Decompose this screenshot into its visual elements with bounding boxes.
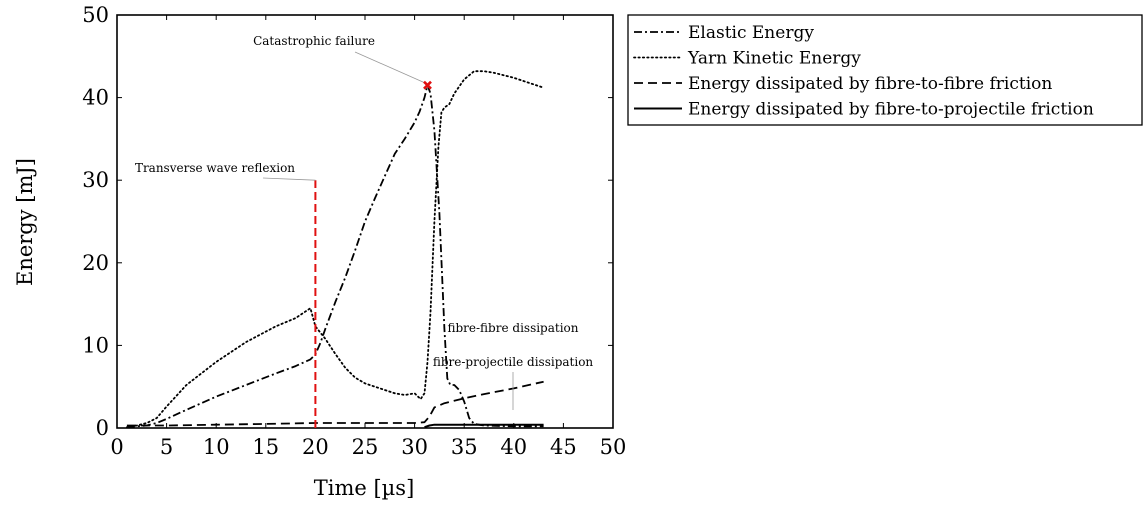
- annotation-2: fibre-fibre dissipation: [447, 321, 578, 335]
- annotation-1: Transverse wave reflexion: [135, 161, 295, 175]
- series-line-0: [126, 84, 544, 429]
- y-tick-label-4: 40: [82, 86, 109, 110]
- x-tick-label-4: 20: [302, 435, 329, 459]
- x-tick-label-6: 30: [401, 435, 428, 459]
- x-tick-label-8: 40: [500, 435, 527, 459]
- y-tick-label-1: 10: [82, 333, 109, 357]
- failure-marker: [423, 80, 432, 90]
- y-tick-label-3: 30: [82, 168, 109, 192]
- plot-area: 0 5 10 15 20 25 30 35 40 45 50 0 10 20 30 40 50 Catastrop…: [82, 3, 626, 459]
- legend-label-2: Energy dissipated by fibre-to-fibre fric…: [688, 74, 1052, 94]
- x-tick-label-10: 50: [600, 435, 627, 459]
- x-axis-label: Time [µs]: [314, 476, 415, 500]
- legend-label-3: Energy dissipated by fibre-to-projectile…: [688, 100, 1094, 120]
- legend-label-1: Yarn Kinetic Energy: [687, 49, 861, 69]
- x-tick-label-0: 0: [110, 435, 123, 459]
- legend: Elastic Energy Yarn Kinetic Energy Energy …: [627, 14, 1143, 126]
- annotation-3: fibre-projectile dissipation: [433, 355, 594, 369]
- series-line-3: [424, 423, 544, 429]
- x-tick-label-2: 10: [203, 435, 230, 459]
- series-line-2: [126, 380, 544, 427]
- x-tick-label-1: 5: [160, 435, 173, 459]
- y-tick-label-0: 0: [96, 416, 109, 440]
- y-axis-label: Energy [mJ]: [13, 158, 37, 286]
- legend-box: [627, 14, 1143, 126]
- y-tick-label-5: 50: [82, 3, 109, 27]
- x-tick-label-3: 15: [252, 435, 279, 459]
- x-tick-label-7: 35: [451, 435, 478, 459]
- failure-marker-stroke-2: [423, 80, 432, 90]
- legend-label-0: Elastic Energy: [688, 23, 814, 43]
- y-tick-label-2: 20: [82, 251, 109, 275]
- series-line-1: [126, 70, 545, 429]
- x-tick-label-5: 25: [352, 435, 379, 459]
- annotation-leader-0: [354, 51, 424, 83]
- annotation-0: Catastrophic failure: [253, 34, 375, 48]
- annotation-leader-1: [262, 177, 316, 181]
- x-tick-label-9: 45: [550, 435, 577, 459]
